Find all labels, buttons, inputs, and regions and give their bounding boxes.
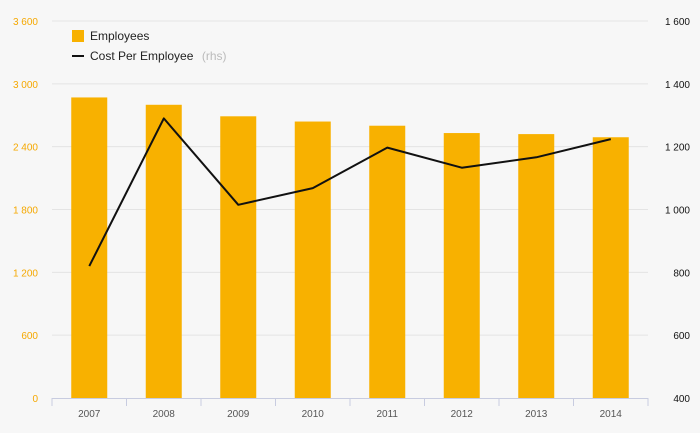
x-tick-label-2008: 2008 <box>153 409 176 420</box>
y-left-tick-label: 1 800 <box>13 206 38 217</box>
legend-swatch-employees <box>72 30 84 42</box>
x-tick-label-2011: 2011 <box>376 409 398 420</box>
y-right-tick-label: 800 <box>673 268 690 279</box>
bar-2010 <box>294 121 331 399</box>
legend-label-cost-per-employee: Cost Per Employee (rhs) <box>90 47 227 64</box>
line-path <box>88 117 612 267</box>
bar-2013 <box>518 134 555 398</box>
y-left-tick-label: 2 400 <box>13 143 38 154</box>
gridlines <box>52 20 648 336</box>
bar-2009 <box>220 116 257 398</box>
x-axis: 2007 2008 2009 2010 2011 2012 2013 2014 <box>51 398 649 420</box>
x-tick-label-2013: 2013 <box>525 409 548 420</box>
bar-2011 <box>369 125 406 398</box>
y-right-tick-label: 1 000 <box>665 206 690 217</box>
legend-label-employees: Employees <box>90 29 149 43</box>
y-right-tick-label: 1 600 <box>665 17 690 28</box>
x-tick-label-2010: 2010 <box>302 409 325 420</box>
y-left-tick-label: 1 200 <box>13 268 38 279</box>
line-series-cost-per-employee <box>88 117 612 267</box>
y-left-tick-label: 3 000 <box>13 80 38 91</box>
bar-2007 <box>71 97 108 399</box>
x-tick-label-2009: 2009 <box>227 409 250 420</box>
bar-2012 <box>443 133 480 398</box>
y-axis-left: 0 600 1 200 1 800 2 400 3 000 3 600 <box>13 17 38 405</box>
x-tick-label-2014: 2014 <box>600 409 623 420</box>
y-right-tick-label: 600 <box>673 331 690 342</box>
x-tick-label-2007: 2007 <box>78 409 101 420</box>
y-right-tick-label: 1 400 <box>665 80 690 91</box>
y-right-tick-label: 1 200 <box>665 143 690 154</box>
y-left-tick-label: 3 600 <box>13 17 38 28</box>
y-axis-right: 400 600 800 1 000 1 200 1 400 1 600 <box>665 17 690 405</box>
x-tick-label-2012: 2012 <box>451 409 474 420</box>
y-right-tick-label: 400 <box>673 394 690 405</box>
bar-series-employees <box>71 97 629 399</box>
y-left-tick-label: 0 <box>32 394 38 405</box>
bar-2014 <box>592 137 629 398</box>
bar-2008 <box>145 104 182 399</box>
legend: Employees Cost Per Employee (rhs) <box>72 29 227 64</box>
y-left-tick-label: 600 <box>21 331 38 342</box>
